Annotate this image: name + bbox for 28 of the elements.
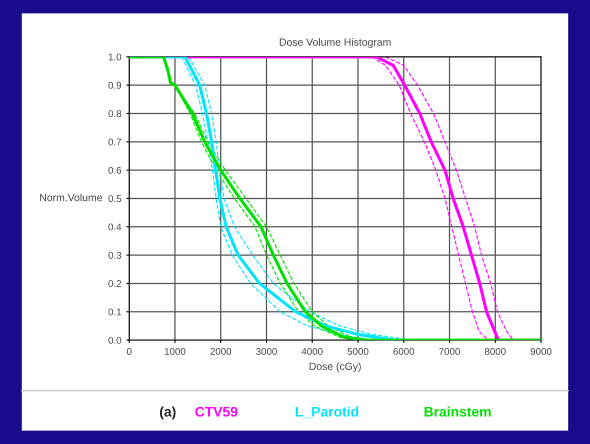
y-axis-title: Norm.Volume	[40, 194, 102, 202]
x-tick-label: 5000	[348, 348, 368, 355]
x-tick-label: 6000	[393, 348, 414, 355]
y-tick-label: 0.9	[108, 82, 122, 89]
x-tick-label: 9000	[530, 348, 552, 355]
x-tick-label: 2000	[210, 348, 232, 355]
y-tick-label: 0.1	[108, 308, 122, 316]
y-tick-label: 0.2	[108, 280, 122, 288]
y-tick-label: 1.0	[108, 54, 122, 60]
x-axis-title: Dose (cGy)	[310, 362, 361, 372]
x-tick-label: 1000	[164, 348, 186, 355]
y-tick-label: 0.6	[108, 166, 122, 174]
x-tick-label: 8000	[484, 348, 506, 355]
text: L_Parotid	[296, 406, 358, 418]
y-tick-label: 0.8	[108, 110, 122, 118]
text: (a)	[160, 406, 176, 420]
y-tick-label: 0.3	[108, 252, 122, 259]
x-tick-label: 0	[126, 348, 132, 355]
x-tick-label: 7000	[439, 348, 460, 355]
x-tick-label: 4000	[302, 348, 323, 355]
y-tick-label: 0.0	[108, 336, 122, 344]
text: CTV59	[195, 406, 238, 417]
y-tick-label: 0.5	[108, 195, 122, 202]
y-tick-label: 0.4	[108, 224, 122, 230]
y-tick-label: 0.7	[108, 138, 122, 146]
text: Brainstem	[424, 406, 491, 417]
chart-title: Dose Volume Histogram	[280, 38, 391, 48]
x-tick-label: 3000	[256, 348, 277, 355]
